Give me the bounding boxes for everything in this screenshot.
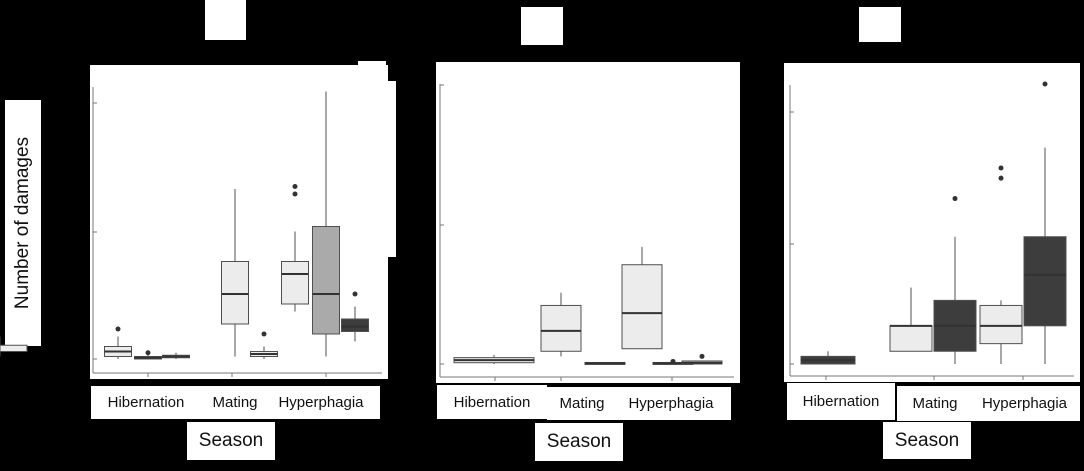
panel-c-category-hyperphagia: Hyperphagia: [981, 395, 1068, 412]
panel-c-tag: [859, 7, 901, 42]
panel-a-outlier-point: [292, 191, 298, 197]
panel-a-box: [281, 261, 309, 305]
panel-c-category-hibernation: Hibernation: [787, 383, 895, 420]
panel-a-box: [312, 226, 340, 335]
panel-c-box: [1023, 236, 1067, 327]
panel-b-plot-area: [436, 62, 740, 383]
panel-a-box: [341, 318, 369, 332]
panel-a-outlier-point: [115, 326, 121, 332]
panel-b-category-mating: Mating: [559, 395, 605, 412]
panel-b-box: [621, 264, 663, 350]
panel-c-outlier-point: [998, 165, 1004, 171]
panel-a-box: [221, 261, 249, 325]
panel-a-x-axis-title: Season: [187, 422, 275, 460]
panel-a-tag: [205, 0, 246, 40]
panel-a-plot-extension: [380, 81, 396, 257]
panel-b-box: [540, 304, 582, 352]
panel-c-x-axis-title: Season: [883, 422, 971, 459]
panel-a-outlier-point: [292, 184, 298, 189]
panel-b-tag: [521, 7, 563, 45]
panel-a-category-hibernation: Hibernation: [107, 394, 185, 411]
panel-b-outlier-point: [699, 353, 705, 359]
panel-b-x-axis-title: Season: [535, 423, 623, 461]
panel-c-category-mating: Mating: [912, 395, 958, 412]
panel-b-category-hyperphagia: Hyperphagia: [628, 395, 714, 412]
panel-b-category-hibernation: Hibernation: [437, 385, 547, 419]
panel-b-mating-hyperphagia-bar: [547, 387, 731, 420]
panel-a-category-bar: [91, 386, 380, 419]
panel-b-outlier-point: [670, 358, 676, 364]
panel-c-box: [889, 325, 933, 352]
panel-c-outlier-point: [1042, 81, 1048, 87]
panel-c-box: [979, 304, 1023, 345]
panel-a-box: [0, 344, 28, 352]
panel-a-outlier-point: [145, 350, 151, 356]
panel-c-outlier-point: [998, 175, 1004, 181]
panel-a-category-mating: Mating: [212, 394, 258, 411]
panel-a-outlier-point: [352, 291, 358, 297]
panel-c-outlier-point: [952, 196, 958, 202]
panel-a-outlier-point: [261, 331, 267, 337]
y-axis-title: Number of damages: [5, 100, 41, 346]
panel-a-category-hyperphagia: Hyperphagia: [278, 394, 364, 411]
panel-c-mating-hyperphagia-bar: [897, 386, 1080, 421]
